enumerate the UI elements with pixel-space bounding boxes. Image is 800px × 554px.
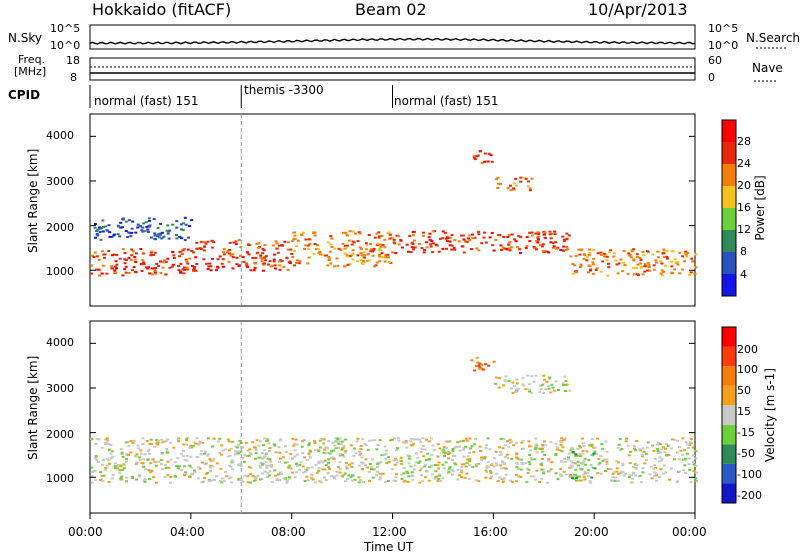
power-cb-tick-28: 28	[737, 135, 751, 148]
vel-cb-tick-m200: -200	[737, 489, 762, 502]
velocity-colorbar-swatch-6	[722, 366, 736, 386]
velocity-colorbar-swatch-2	[722, 444, 736, 464]
power-ytick-4000: 4000	[46, 129, 74, 142]
vel-cb-tick-m50: -50	[737, 447, 755, 460]
vel-cb-tick-m100: -100	[737, 468, 762, 481]
velocity-colorbar-swatch-4	[722, 405, 736, 425]
freq-right-tick-top: 60	[708, 54, 722, 67]
xtick-4: 16:00	[473, 525, 508, 539]
freq-right-tick-bottom: 0	[708, 71, 715, 84]
power-band-0	[90, 248, 194, 277]
power-ytick-3000: 3000	[46, 175, 74, 188]
power-cb-tick-24: 24	[737, 157, 751, 170]
power-cb-tick-12: 12	[737, 223, 751, 236]
power-cb-tick-8: 8	[740, 245, 747, 258]
xtick-5: 20:00	[574, 525, 609, 539]
velocity-ytick-4000: 4000	[46, 336, 74, 349]
noise-right-tick-top: 10^5	[708, 22, 739, 35]
power-colorbar-swatch-1	[722, 252, 736, 274]
velocity-colorbar-swatch-7	[722, 346, 736, 367]
freq-panel-frame	[89, 57, 696, 81]
cpid-segment-1: normal (fast) 151	[94, 94, 199, 108]
velocity-band-1	[470, 356, 496, 372]
velocity-band-2	[494, 374, 572, 395]
velocity-colorbar-swatch-5	[722, 385, 736, 406]
cpid-segment-2: themis -3300	[244, 83, 324, 97]
cpid-label: CPID	[8, 88, 41, 102]
velocity-colorbar-swatch-8	[722, 327, 736, 347]
power-cb-tick-20: 20	[737, 179, 751, 192]
power-colorbar-swatch-3	[722, 208, 736, 230]
power-panel-frame	[89, 113, 696, 307]
velocity-colorbar-swatch-3	[722, 424, 736, 445]
xtick-0: 00:00	[68, 525, 103, 539]
vel-cb-tick-m15: -15	[737, 426, 755, 439]
xtick-6: 00:00	[672, 525, 707, 539]
power-colorbar-frame	[721, 119, 737, 297]
freq-left-tick-top: 18	[66, 54, 80, 67]
power-band-2	[292, 230, 394, 268]
power-band-6	[472, 149, 494, 165]
velocity-colorbar-swatch-0	[722, 483, 736, 503]
power-ytick-1000: 1000	[46, 265, 74, 278]
velocity-panel-frame	[89, 320, 696, 514]
vel-cb-tick-100: 100	[737, 363, 758, 376]
noise-panel-frame	[89, 24, 696, 50]
power-colorbar-swatch-2	[722, 230, 736, 252]
vel-cb-tick-15: 15	[737, 405, 751, 418]
freq-left-tick-bottom: 8	[70, 71, 77, 84]
noise-right-tick-bottom: 10^0	[708, 39, 739, 52]
power-band-7	[494, 176, 534, 192]
station-title: Hokkaido (fitACF)	[92, 0, 232, 19]
noise-sky-label: N.Sky	[8, 31, 43, 45]
xtick-2: 08:00	[271, 525, 306, 539]
power-colorbar-swatch-6	[722, 142, 736, 164]
freq-label-1: Freq.	[18, 53, 46, 66]
noise-left-tick-bottom: 10^0	[50, 39, 81, 52]
velocity-ytick-1000: 1000	[46, 472, 74, 485]
power-band-1	[191, 239, 295, 273]
xtick-1: 04:00	[170, 525, 205, 539]
xtick-3: 12:00	[372, 525, 407, 539]
vel-cb-tick-50: 50	[737, 384, 751, 397]
velocity-ytick-2000: 2000	[46, 428, 74, 441]
power-colorbar-swatch-4	[722, 186, 736, 208]
power-colorbar-swatch-5	[722, 164, 736, 186]
power-ytick-2000: 2000	[46, 221, 74, 234]
power-band-4	[569, 248, 698, 277]
x-axis-label: Time UT	[364, 540, 414, 554]
velocity-colorbar-swatch-1	[722, 463, 736, 484]
noise-sky-trace	[89, 37, 696, 45]
freq-label-2: [MHz]	[14, 65, 47, 78]
power-band-5	[93, 216, 194, 241]
beam-title: Beam 02	[355, 0, 427, 19]
velocity-colorbar-frame	[721, 326, 737, 504]
cpid-segment-3: normal (fast) 151	[394, 94, 499, 108]
velocity-ytick-3000: 3000	[46, 382, 74, 395]
velocity-band-0	[90, 437, 698, 484]
noise-search-label: N.Search	[746, 31, 800, 45]
velocity-band-3	[569, 451, 597, 480]
power-cb-tick-4: 4	[740, 268, 747, 281]
date-title: 10/Apr/2013	[588, 0, 688, 19]
power-colorbar-swatch-7	[722, 120, 736, 142]
vel-cb-tick-200: 200	[737, 343, 758, 356]
noise-left-tick-top: 10^5	[50, 22, 81, 35]
power-colorbar-swatch-0	[722, 274, 736, 296]
power-band-3	[392, 230, 571, 254]
power-cb-tick-16: 16	[737, 201, 751, 214]
nave-label: Nave	[752, 61, 783, 75]
